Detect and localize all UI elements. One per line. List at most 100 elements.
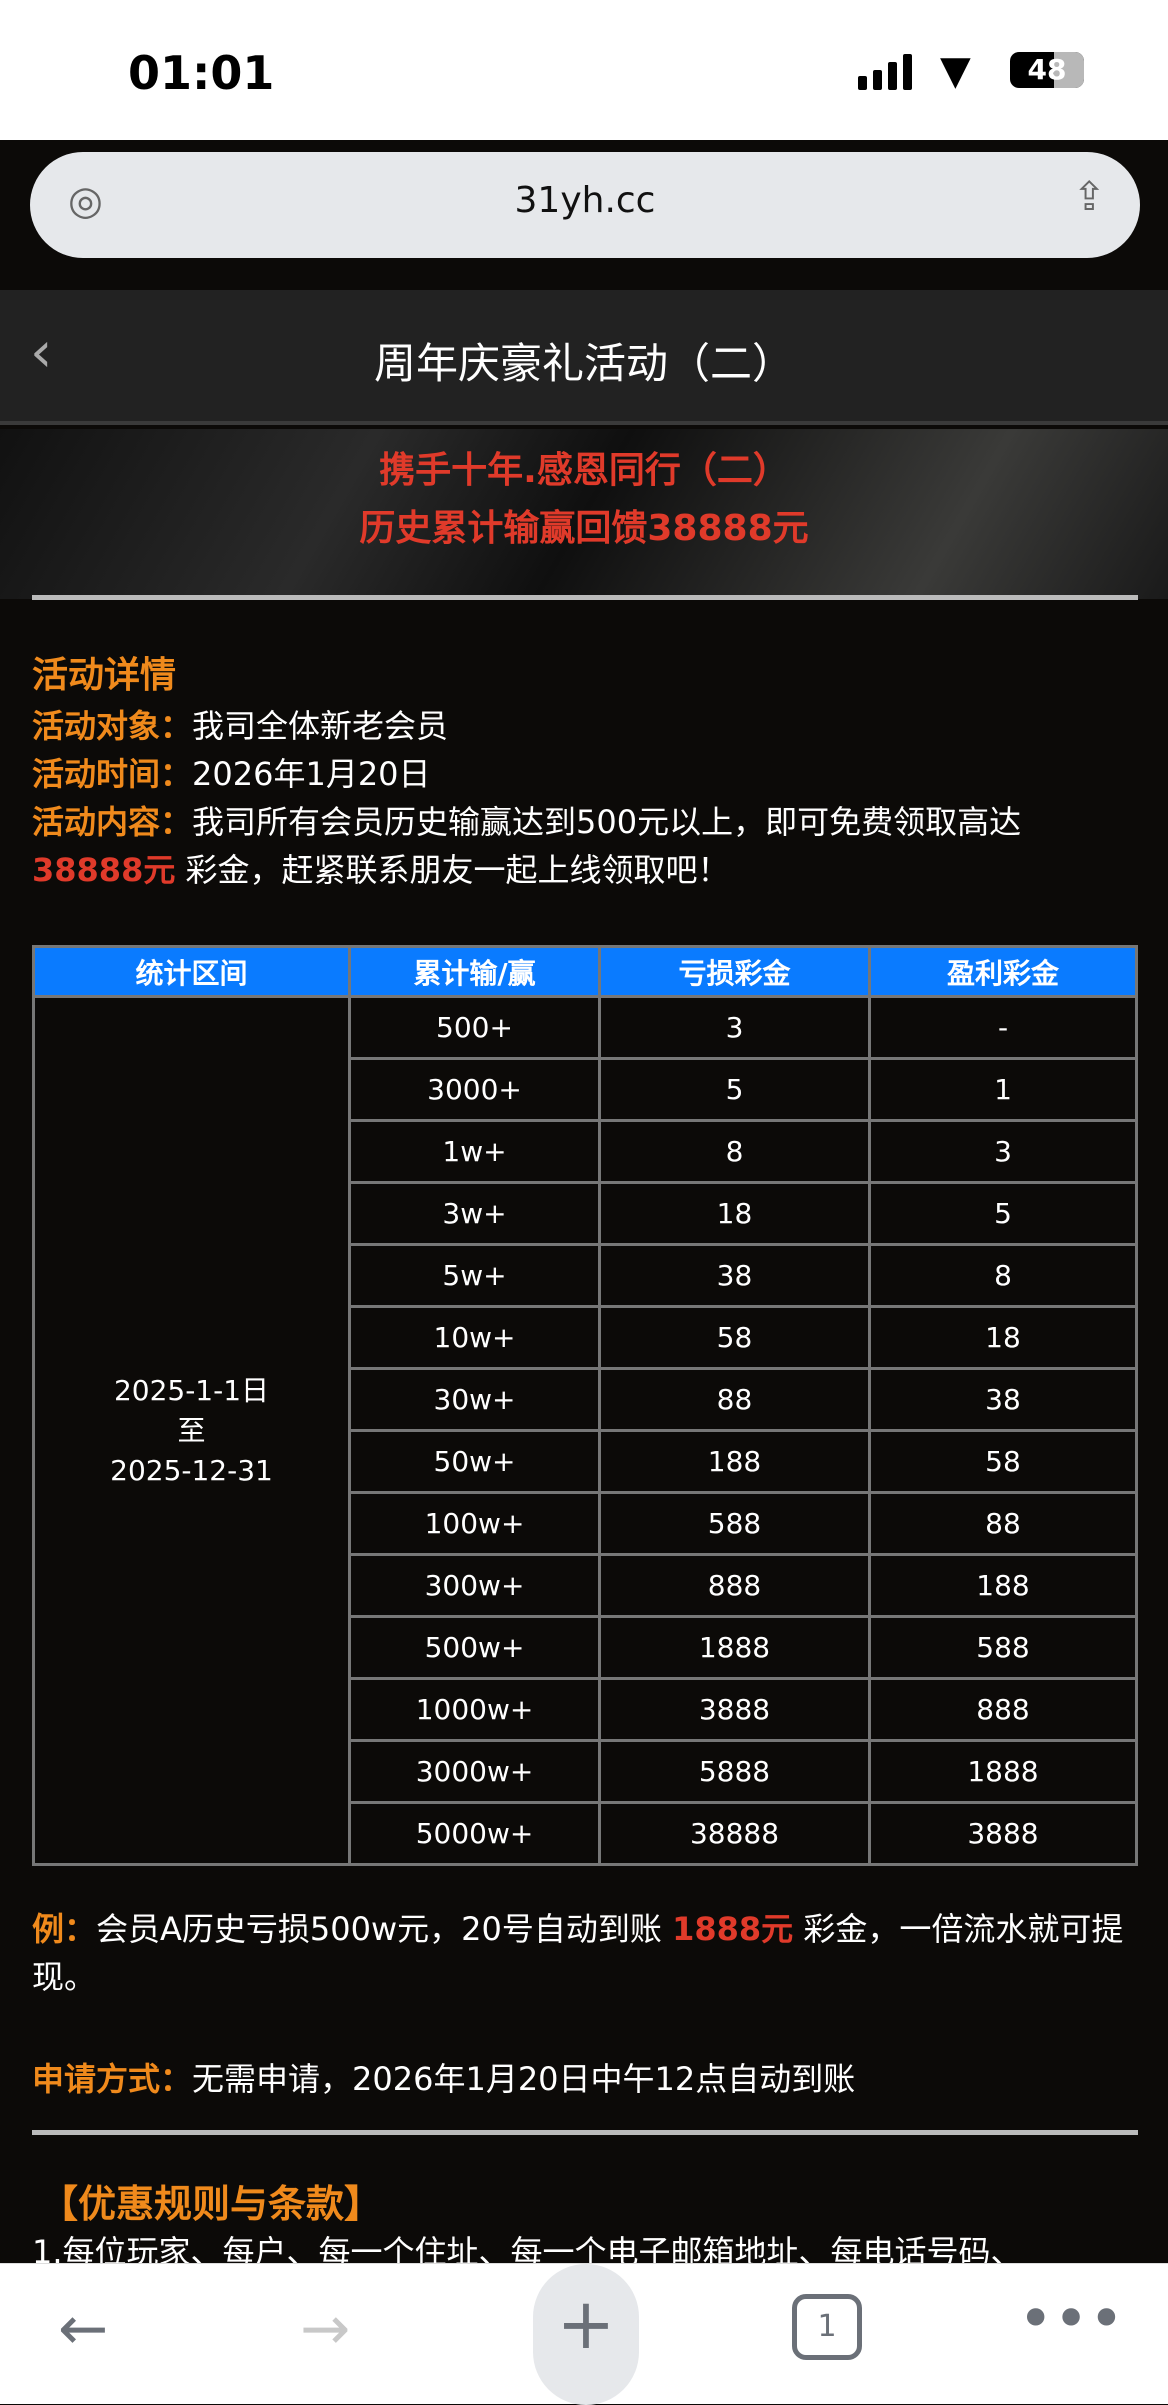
loss-bonus-cell: 88	[598, 1367, 871, 1432]
banner-line-1: 携手十年.感恩同行（二）	[379, 450, 789, 491]
target-label: 活动对象：	[32, 707, 193, 745]
tabs-button[interactable]: 1	[792, 2294, 862, 2360]
profit-bonus-cell: 8	[868, 1243, 1138, 1308]
cumulative-cell: 10w+	[348, 1305, 601, 1370]
table-row: 1000w+ 3888 888	[34, 1677, 1138, 1742]
loss-bonus-cell: 1888	[598, 1615, 871, 1680]
profit-bonus-cell: 588	[868, 1615, 1138, 1680]
target-value: 我司全体新老会员	[192, 707, 449, 745]
table-row: 3w+ 18 5	[34, 1181, 1138, 1246]
terms: 【优惠规则与条款】 1.每位玩家、每户、每一个住址、每一个电子邮箱地址、每电话号…	[32, 2180, 1138, 2263]
period-line: 2025-1-1日	[113, 1373, 270, 1407]
profit-bonus-cell: 188	[868, 1553, 1138, 1618]
clock: 01:01	[128, 46, 275, 100]
loss-bonus-cell: 38	[598, 1243, 871, 1308]
table-row: 5w+ 38 8	[34, 1243, 1138, 1308]
table-row: 10w+ 58 18	[34, 1305, 1138, 1370]
activity-details: 活动详情 活动对象：我司全体新老会员 活动时间：2026年1月20日 活动内容：…	[32, 650, 1138, 894]
loss-bonus-cell: 58	[598, 1305, 871, 1370]
profit-bonus-cell: 1	[868, 1057, 1138, 1122]
profit-bonus-cell: 5	[868, 1181, 1138, 1246]
profit-bonus-cell: 38	[868, 1367, 1138, 1432]
profit-bonus-cell: 1888	[868, 1739, 1138, 1804]
cumulative-cell: 100w+	[348, 1491, 601, 1556]
example-label: 例：	[32, 1910, 97, 1948]
lens-icon[interactable]: ◎	[68, 178, 103, 224]
address-bar[interactable]: ◎ 31yh.cc ⇪	[30, 152, 1140, 258]
forward-arrow-icon[interactable]: →	[300, 2294, 351, 2364]
loss-bonus-cell: 3	[598, 995, 871, 1060]
signal-icon	[858, 52, 912, 90]
time-value: 2026年1月20日	[192, 755, 431, 793]
loss-bonus-cell: 18	[598, 1181, 871, 1246]
profit-bonus-cell: 888	[868, 1677, 1138, 1742]
more-icon[interactable]: •••	[1018, 2284, 1125, 2354]
details-heading: 活动详情	[32, 655, 177, 696]
back-chevron-icon[interactable]: ‹	[30, 320, 53, 385]
wifi-icon: ▼	[940, 48, 971, 94]
cumulative-cell: 3000+	[348, 1057, 601, 1122]
cumulative-cell: 50w+	[348, 1429, 601, 1494]
divider	[32, 595, 1138, 600]
col-cumulative: 累计输/赢	[348, 945, 601, 998]
terms-line-1: 1.每位玩家、每户、每一个住址、每一个电子邮箱地址、每电话号码、	[32, 2233, 1023, 2263]
banner-line-2: 历史累计输赢回馈38888元	[359, 508, 809, 549]
table-row: 50w+ 188 58	[34, 1429, 1138, 1494]
cumulative-cell: 30w+	[348, 1367, 601, 1432]
table-row: 2025-1-1日至 2025-12-31 500+ 3-	[32, 995, 1138, 1866]
content-text-end: 彩金，赶紧联系朋友一起上线领取吧！	[175, 851, 730, 889]
bonus-table: 统计区间 累计输/赢 亏损彩金 盈利彩金 2025-1-1日至 2025-12-3…	[32, 945, 1138, 1866]
back-arrow-icon[interactable]: ←	[58, 2294, 109, 2364]
col-period: 统计区间	[32, 945, 351, 998]
cumulative-cell: 500+	[348, 995, 601, 1060]
example-text: 会员A历史亏损500w元，20号自动到账	[96, 1910, 673, 1948]
divider	[32, 2130, 1138, 2135]
table-row: 3000+ 5 1	[34, 1057, 1138, 1122]
page-title: 周年庆豪礼活动（二）	[373, 339, 794, 388]
loss-bonus-cell: 588	[598, 1491, 871, 1556]
cumulative-cell: 500w+	[348, 1615, 601, 1680]
table-row: 100w+ 588 88	[34, 1491, 1138, 1556]
example-text-end: 彩金，一倍流水就可提现。	[32, 1910, 1124, 1996]
terms-heading: 【优惠规则与条款】	[40, 2182, 383, 2226]
loss-bonus-cell: 38888	[598, 1801, 871, 1866]
status-bar: 01:01 ▼ 48	[0, 0, 1168, 140]
apply-text: 无需申请，2026年1月20日中午12点自动到账	[192, 2060, 856, 2098]
profit-bonus-cell: 18	[868, 1305, 1138, 1370]
col-profit-bonus: 盈利彩金	[868, 945, 1138, 998]
content-label: 活动内容：	[32, 803, 193, 841]
new-tab-plus-icon[interactable]: +	[533, 2264, 639, 2405]
content-amount: 38888元	[32, 851, 176, 889]
apply-method: 申请方式：无需申请，2026年1月20日中午12点自动到账	[32, 2055, 1138, 2103]
table-header: 统计区间 累计输/赢 亏损彩金 盈利彩金	[32, 945, 1138, 998]
loss-bonus-cell: 888	[598, 1553, 871, 1618]
url-text[interactable]: 31yh.cc	[514, 180, 656, 221]
table-row: 3000w+ 5888 1888	[34, 1739, 1138, 1804]
profit-bonus-cell: -	[868, 995, 1138, 1060]
cumulative-cell: 3w+	[348, 1181, 601, 1246]
period-cell: 2025-1-1日至 2025-12-31	[32, 995, 351, 1866]
profit-bonus-cell: 3888	[868, 1801, 1138, 1866]
loss-bonus-cell: 8	[598, 1119, 871, 1184]
period-line: 至	[177, 1413, 206, 1447]
table-row: 500w+ 1888 588	[34, 1615, 1138, 1680]
profit-bonus-cell: 58	[868, 1429, 1138, 1494]
example: 例：会员A历史亏损500w元，20号自动到账 1888元 彩金，一倍流水就可提现…	[32, 1905, 1138, 2001]
table-row: 300w+ 888 188	[34, 1553, 1138, 1618]
browser-toolbar: ← → + 1 •••	[0, 2263, 1168, 2405]
loss-bonus-cell: 5	[598, 1057, 871, 1122]
col-loss-bonus: 亏损彩金	[598, 945, 871, 998]
example-amount: 1888元	[672, 1910, 794, 1948]
profit-bonus-cell: 88	[868, 1491, 1138, 1556]
table-row: 1w+ 8 3	[34, 1119, 1138, 1184]
loss-bonus-cell: 5888	[598, 1739, 871, 1804]
table-row: 5000w+ 38888 3888	[34, 1801, 1138, 1866]
cumulative-cell: 3000w+	[348, 1739, 601, 1804]
cumulative-cell: 1000w+	[348, 1677, 601, 1742]
banner: 携手十年.感恩同行（二） 历史累计输赢回馈38888元	[0, 429, 1168, 599]
cumulative-cell: 5000w+	[348, 1801, 601, 1866]
cumulative-cell: 5w+	[348, 1243, 601, 1308]
loss-bonus-cell: 3888	[598, 1677, 871, 1742]
share-icon[interactable]: ⇪	[1072, 174, 1106, 220]
apply-label: 申请方式：	[32, 2060, 193, 2098]
